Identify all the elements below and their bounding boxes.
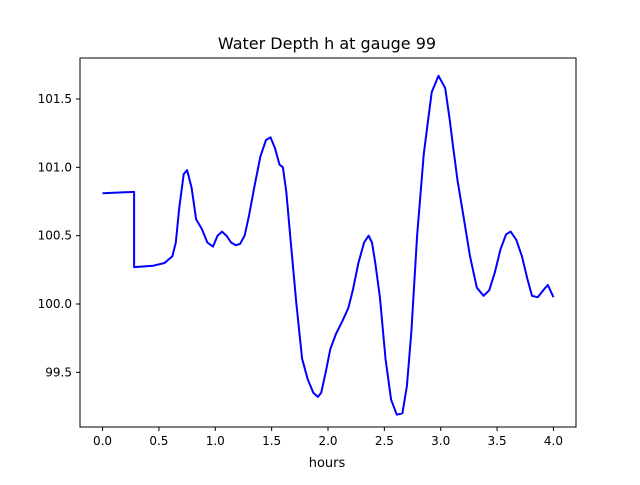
x-axis: 0.0 0.5 1.0 1.5 2.0 2.5 3.0 3.5 4.0 xyxy=(93,427,563,448)
x-tick-label: 3.0 xyxy=(431,434,450,448)
chart-title: Water Depth h at gauge 99 xyxy=(218,34,436,53)
x-axis-label: hours xyxy=(309,456,346,471)
x-tick-label: 0.5 xyxy=(149,434,168,448)
y-tick-label: 100.0 xyxy=(38,297,72,311)
y-tick-label: 101.5 xyxy=(38,92,72,106)
plot-area xyxy=(102,74,555,416)
x-tick-label: 4.0 xyxy=(544,434,563,448)
x-tick-label: 2.0 xyxy=(318,434,337,448)
x-tick-label: 1.0 xyxy=(206,434,225,448)
y-tick-label: 101.0 xyxy=(38,160,72,174)
x-tick-label: 1.5 xyxy=(262,434,281,448)
y-tick-label: 100.5 xyxy=(38,229,72,243)
x-tick-label: 2.5 xyxy=(375,434,394,448)
x-tick-label: 0.0 xyxy=(93,434,112,448)
series-line xyxy=(102,74,555,416)
x-tick-label: 3.5 xyxy=(488,434,507,448)
y-axis: 99.5 100.0 100.5 101.0 101.5 xyxy=(38,92,80,379)
y-tick-label: 99.5 xyxy=(45,365,72,379)
